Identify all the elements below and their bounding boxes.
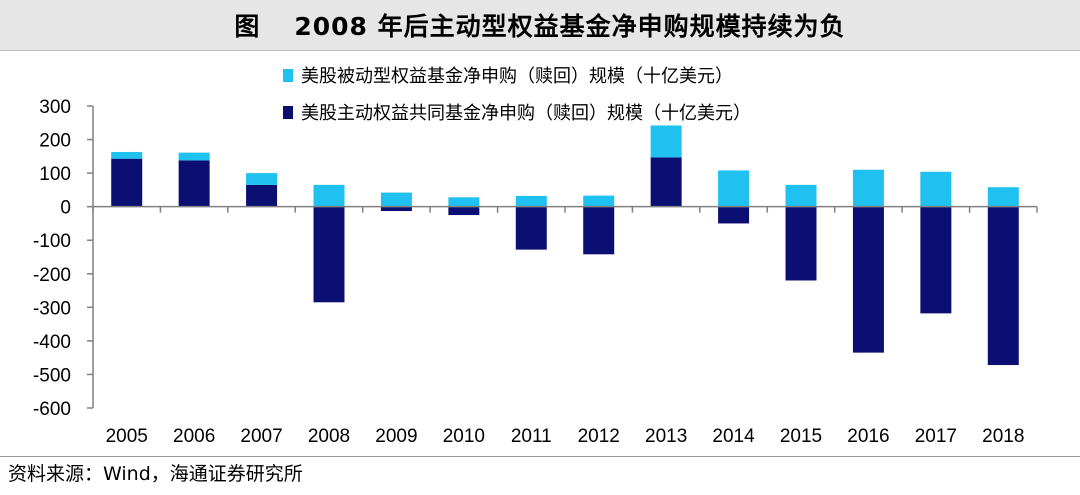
y-tick-label: 200 — [39, 131, 71, 152]
y-tick-label: 100 — [39, 164, 71, 185]
bar-passive-2006 — [178, 152, 210, 161]
bar-passive-2005 — [111, 151, 143, 159]
chart-title-bar: 图 2008 年后主动型权益基金净申购规模持续为负 — [0, 0, 1080, 51]
bar-active-2017 — [920, 206, 952, 314]
bar-active-2008 — [313, 206, 345, 303]
bar-active-2012 — [583, 206, 615, 255]
x-tick-label: 2008 — [308, 426, 350, 447]
x-tick-label: 2011 — [511, 426, 552, 447]
chart-svg: 300 200 100 0 -100 -200 -300 -400 -500 -600 2005 20… — [33, 97, 1038, 447]
figure-label: 图 — [234, 12, 261, 41]
x-tick-label: 2010 — [443, 426, 485, 447]
x-tick-label: 2015 — [780, 426, 822, 447]
x-tick-label: 2012 — [578, 426, 620, 447]
legend-swatch-active — [283, 105, 293, 119]
y-tick-label: -300 — [33, 298, 71, 319]
bar-active-2010 — [448, 206, 480, 216]
x-tick-label: 2017 — [915, 426, 957, 447]
x-tick-label: 2005 — [106, 426, 148, 447]
bar-active-2018 — [987, 206, 1019, 366]
legend-label-active: 美股主动权益共同基金净申购（赎回）规模（十亿美元） — [301, 103, 751, 124]
x-tick-label: 2009 — [375, 426, 417, 447]
legend-item-passive: 美股被动型权益基金净申购（赎回）规模（十亿美元） — [283, 62, 733, 88]
bar-passive-2014 — [718, 170, 750, 207]
y-tick-label: 0 — [60, 198, 71, 219]
bar-passive-2009 — [380, 192, 412, 207]
x-tick-label: 2006 — [173, 426, 215, 447]
bar-active-2009 — [380, 206, 412, 212]
x-tick-label: 2016 — [847, 426, 889, 447]
bar-passive-2015 — [785, 184, 817, 207]
legend-item-active: 美股主动权益共同基金净申购（赎回）规模（十亿美元） — [283, 99, 751, 125]
bar-passive-2013 — [650, 125, 682, 158]
bar-passive-2011 — [515, 195, 547, 207]
chart-title: 2008 年后主动型权益基金净申购规模持续为负 — [294, 12, 846, 41]
legend-label-passive: 美股被动型权益基金净申购（赎回）规模（十亿美元） — [301, 66, 733, 87]
bar-active-2016 — [852, 206, 884, 353]
bar-active-2013 — [650, 157, 682, 207]
bar-passive-2016 — [852, 169, 884, 207]
y-tick-label: 300 — [39, 97, 71, 118]
x-tick-label: 2013 — [645, 426, 687, 447]
bar-active-2011 — [515, 206, 547, 250]
bar-passive-2007 — [246, 173, 278, 185]
chart-area: 300 200 100 0 -100 -200 -300 -400 -500 -600 2005 20… — [0, 50, 1080, 455]
bar-active-2006 — [178, 160, 210, 207]
bar-passive-2012 — [583, 195, 615, 207]
source-note: 资料来源：Wind，海通证券研究所 — [0, 456, 1080, 495]
bar-active-2014 — [718, 206, 750, 224]
y-tick-label: -600 — [33, 399, 71, 420]
legend-swatch-passive — [283, 68, 293, 82]
x-tick-label: 2014 — [712, 426, 755, 447]
bar-passive-2018 — [987, 187, 1019, 207]
y-tick-label: -100 — [33, 231, 71, 252]
x-tick-label: 2018 — [982, 426, 1024, 447]
bar-passive-2008 — [313, 184, 345, 207]
y-tick-label: -200 — [33, 265, 71, 286]
bar-active-2005 — [111, 158, 143, 207]
bar-active-2015 — [785, 206, 817, 281]
bar-passive-2010 — [448, 197, 480, 207]
y-tick-label: -400 — [33, 332, 71, 353]
bar-passive-2017 — [920, 171, 952, 207]
bar-active-2007 — [246, 184, 278, 207]
y-tick-label: -500 — [33, 365, 71, 386]
x-tick-label: 2007 — [240, 426, 282, 447]
